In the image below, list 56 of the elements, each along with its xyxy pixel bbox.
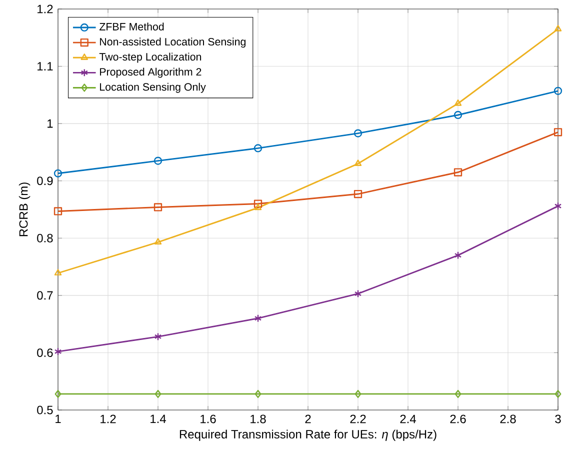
legend-label: Non-assisted Location Sensing [100,38,246,48]
point [254,144,262,152]
point [154,203,162,212]
x-tick-label: 1.8 [250,414,266,424]
x-tick-label: 1.4 [150,414,166,423]
point [54,169,62,178]
x-tick-label: 1.2 [100,414,116,424]
point [454,99,462,106]
point [154,332,162,341]
y-tick-label: 0.9 [37,176,53,186]
point [454,110,462,120]
point [54,207,62,216]
point [454,168,462,176]
y-tick-label: 1.2 [38,4,53,14]
point [254,314,262,322]
y-tick-label: 1 [48,119,53,128]
x-tick-label: 2.4 [400,414,416,424]
point [354,160,362,166]
point [354,190,362,198]
point [254,200,262,208]
point [554,390,562,398]
y-axis-title: RCRB (m) [18,182,30,236]
legend-label: Location Sensing Only [100,82,206,93]
point [554,86,562,95]
point [554,202,562,210]
y-tick-label: 0.6 [37,348,53,357]
point [54,348,62,356]
y-tick-label: 0.7 [37,291,53,300]
point [54,390,62,398]
y-tick-label: 0.5 [37,406,53,414]
point [54,269,62,276]
legend-label: ZFBF Method [100,22,164,30]
x-tick-label: 2.6 [450,414,466,424]
point [154,390,162,398]
point [154,156,162,165]
point [254,390,262,398]
x-axis-title: Required Transmission Rate for UEs: η (bps/Hz) [180,430,436,441]
y-tick-label: 0.8 [37,234,53,242]
point [554,128,562,136]
x-tick-label: 1 [56,414,61,423]
point [454,251,462,260]
x-tick-label: 2.8 [500,414,516,424]
point [354,129,362,138]
point [354,390,362,398]
point [354,290,362,298]
x-tick-label: 2 [305,414,311,424]
y-tick-label: 1.1 [38,62,53,70]
x-tick-label: 1.6 [200,414,216,424]
x-tick-label: 3 [555,414,561,424]
legend-label: Two-step Localization [99,52,202,63]
point [454,390,462,398]
legend-label: Proposed Algorithm 2 [100,68,202,78]
x-tick-label: 2.2 [350,414,366,424]
point [154,238,162,244]
point [554,24,562,32]
point [254,204,262,210]
